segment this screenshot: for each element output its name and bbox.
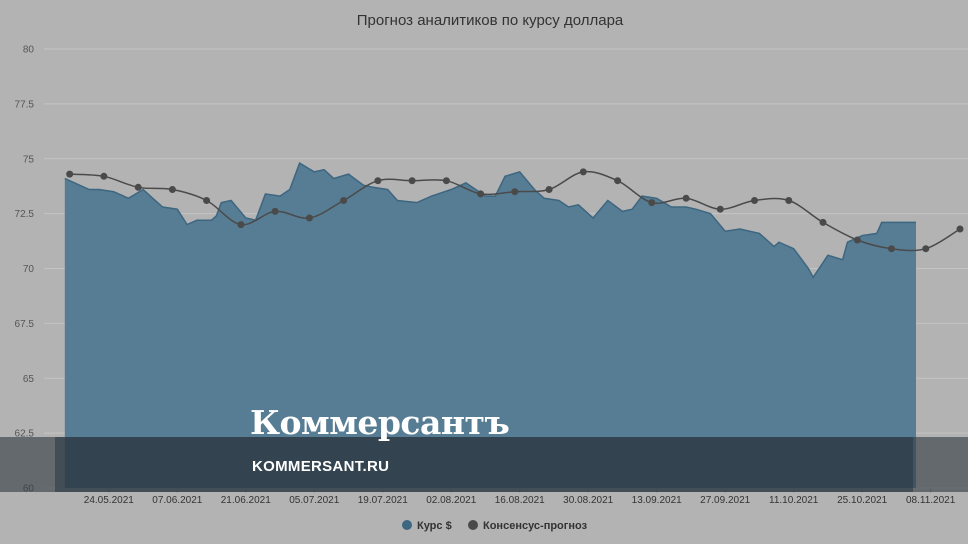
rate-area-layer bbox=[64, 161, 917, 488]
consensus-point[interactable] bbox=[682, 194, 690, 202]
consensus-point[interactable] bbox=[203, 197, 211, 204]
consensus-point[interactable] bbox=[648, 199, 656, 207]
legend[interactable]: Курс $ Консенсус-прогноз bbox=[402, 520, 588, 532]
series-rate-area[interactable] bbox=[64, 163, 917, 488]
y-tick-label: 70 bbox=[23, 264, 35, 275]
legend-marker-consensus bbox=[468, 520, 478, 530]
consensus-point[interactable] bbox=[614, 177, 622, 185]
consensus-point[interactable] bbox=[237, 221, 245, 229]
chart-title: Прогноз аналитиков по курсу доллара bbox=[357, 12, 624, 29]
consensus-point[interactable] bbox=[442, 177, 450, 185]
legend-label-rate[interactable]: Курс $ bbox=[417, 520, 452, 532]
watermark-brand-logo: Коммерсантъ bbox=[250, 403, 510, 442]
consensus-point[interactable] bbox=[168, 186, 176, 193]
x-tick-label: 08.11.2021 bbox=[906, 495, 956, 506]
consensus-point[interactable] bbox=[374, 177, 382, 185]
consensus-point[interactable] bbox=[477, 190, 485, 198]
watermark-banner bbox=[0, 437, 968, 492]
y-tick-label: 75 bbox=[23, 154, 35, 165]
x-tick-label: 02.08.2021 bbox=[426, 495, 476, 506]
x-tick-label: 13.09.2021 bbox=[632, 495, 682, 506]
y-tick-label: 77.5 bbox=[15, 99, 35, 110]
x-tick-label: 16.08.2021 bbox=[495, 495, 545, 506]
y-tick-label: 80 bbox=[23, 45, 35, 56]
x-tick-label: 21.06.2021 bbox=[221, 495, 271, 506]
consensus-point[interactable] bbox=[853, 236, 861, 244]
consensus-point[interactable] bbox=[340, 197, 348, 204]
legend-label-consensus[interactable]: Консенсус-прогноз bbox=[483, 520, 588, 532]
y-tick-label: 65 bbox=[23, 374, 35, 385]
consensus-point[interactable] bbox=[922, 245, 930, 253]
watermark-banner-inner bbox=[55, 437, 913, 492]
x-tick-label: 24.05.2021 bbox=[84, 495, 134, 506]
x-tick-label: 07.06.2021 bbox=[152, 495, 202, 506]
y-tick-label: 62.5 bbox=[15, 429, 35, 440]
consensus-point[interactable] bbox=[716, 205, 724, 213]
x-tick-label: 30.08.2021 bbox=[563, 495, 613, 506]
consensus-point[interactable] bbox=[888, 245, 895, 253]
y-tick-label: 72.5 bbox=[15, 209, 35, 220]
consensus-point[interactable] bbox=[271, 207, 279, 215]
consensus-point[interactable] bbox=[579, 168, 587, 176]
consensus-point[interactable] bbox=[100, 172, 108, 180]
consensus-point[interactable] bbox=[408, 177, 416, 185]
consensus-point[interactable] bbox=[511, 188, 519, 196]
consensus-point[interactable] bbox=[134, 183, 142, 191]
x-axis-ticks: 24.05.2021 07.06.2021 21.06.2021 05.07.2021… bbox=[84, 488, 956, 506]
consensus-point[interactable] bbox=[956, 225, 964, 233]
legend-marker-rate bbox=[402, 520, 412, 530]
consensus-point[interactable] bbox=[545, 186, 553, 193]
y-tick-label: 67.5 bbox=[15, 319, 35, 330]
consensus-layer bbox=[66, 168, 964, 253]
x-tick-label: 11.10.2021 bbox=[769, 495, 819, 506]
consensus-point[interactable] bbox=[66, 170, 74, 178]
x-tick-label: 27.09.2021 bbox=[700, 495, 750, 506]
consensus-point[interactable] bbox=[305, 214, 313, 222]
x-tick-label: 19.07.2021 bbox=[358, 495, 408, 506]
watermark-domain: KOMMERSANT.RU bbox=[252, 458, 390, 475]
series-rate-line[interactable] bbox=[64, 161, 916, 279]
consensus-point[interactable] bbox=[785, 197, 793, 204]
x-tick-label: 25.10.2021 bbox=[837, 495, 887, 506]
consensus-point[interactable] bbox=[819, 218, 827, 226]
x-tick-label: 05.07.2021 bbox=[289, 495, 339, 506]
consensus-point[interactable] bbox=[751, 197, 758, 204]
